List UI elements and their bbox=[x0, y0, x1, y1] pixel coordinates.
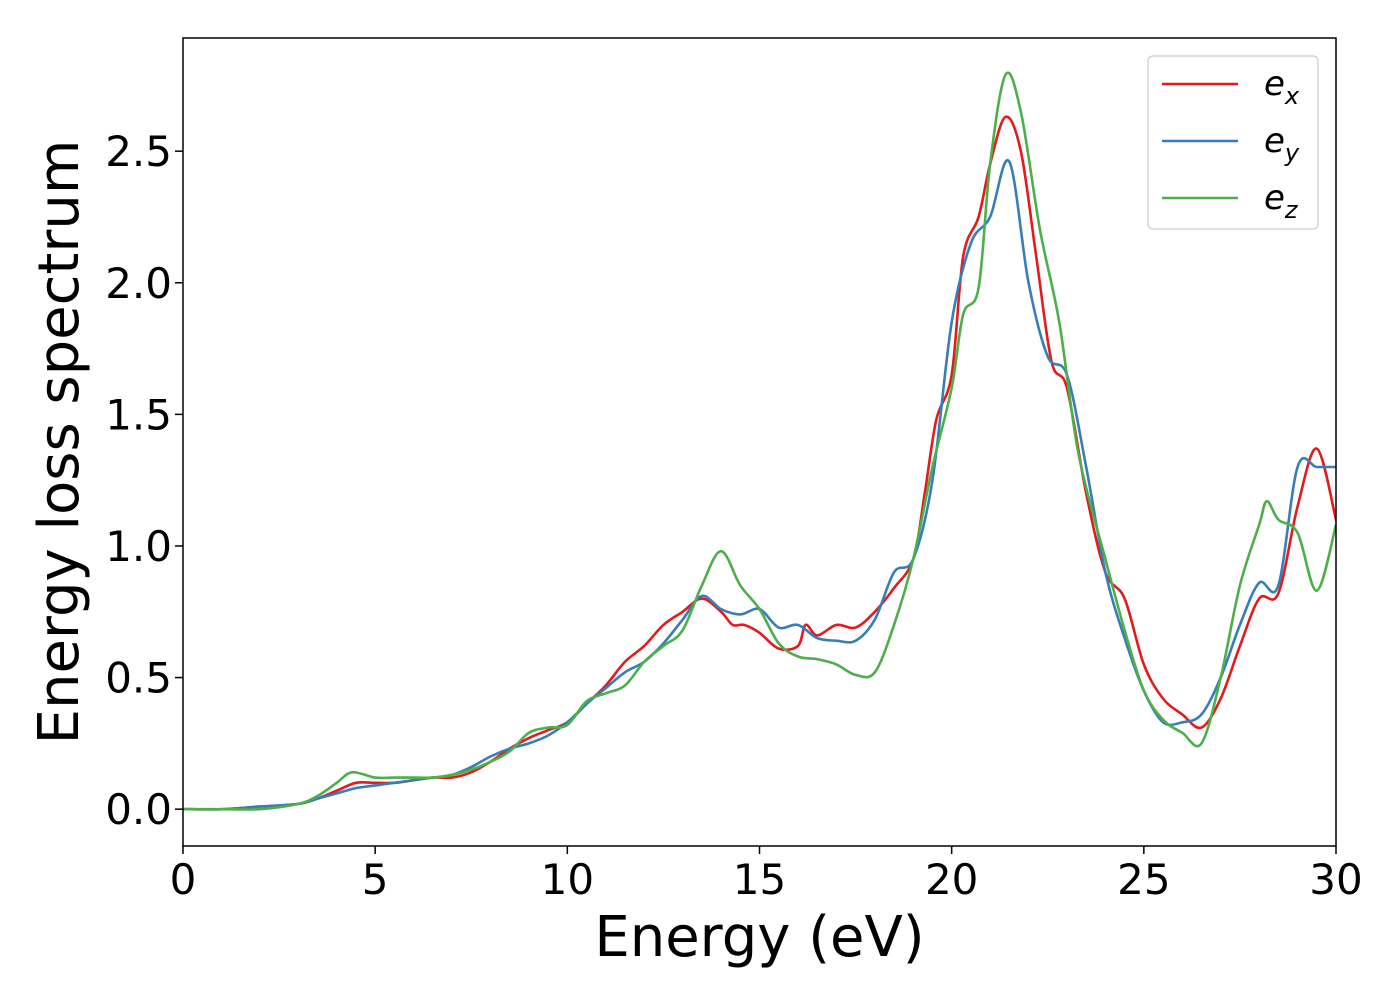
x-tick-label: 30 bbox=[1309, 855, 1362, 904]
series-line-z bbox=[183, 71, 1336, 811]
legend-label-y: ey bbox=[1264, 121, 1300, 167]
y-tick-label: 2.0 bbox=[105, 259, 172, 308]
legend-label-x: ex bbox=[1264, 64, 1300, 110]
legend-box bbox=[1147, 55, 1319, 230]
series-line-x bbox=[183, 115, 1336, 811]
x-axis-label: Energy (eV) bbox=[594, 905, 924, 970]
x-tick-label: 0 bbox=[170, 855, 197, 904]
y-tick-label: 1.0 bbox=[105, 522, 172, 571]
x-axis-ticks: 0 5 10 15 20 25 30 bbox=[170, 846, 1363, 904]
y-tick-label: 1.5 bbox=[105, 390, 172, 439]
series-line-y bbox=[183, 158, 1336, 811]
series-layer bbox=[183, 71, 1336, 811]
y-tick-label: 2.5 bbox=[105, 127, 172, 176]
x-tick-label: 20 bbox=[925, 855, 978, 904]
x-tick-label: 15 bbox=[733, 855, 786, 904]
legend-label-z: ez bbox=[1264, 178, 1299, 224]
legend: ex ey ez bbox=[1147, 55, 1319, 230]
x-tick-label: 10 bbox=[541, 855, 594, 904]
y-axis-ticks: 0.0 0.5 1.0 1.5 2.0 2.5 bbox=[105, 127, 183, 834]
y-axis-label: Energy loss spectrum bbox=[27, 140, 92, 745]
x-tick-label: 25 bbox=[1117, 855, 1170, 904]
y-tick-label: 0.0 bbox=[105, 785, 172, 834]
x-tick-label: 5 bbox=[362, 855, 389, 904]
y-tick-label: 0.5 bbox=[105, 654, 172, 703]
